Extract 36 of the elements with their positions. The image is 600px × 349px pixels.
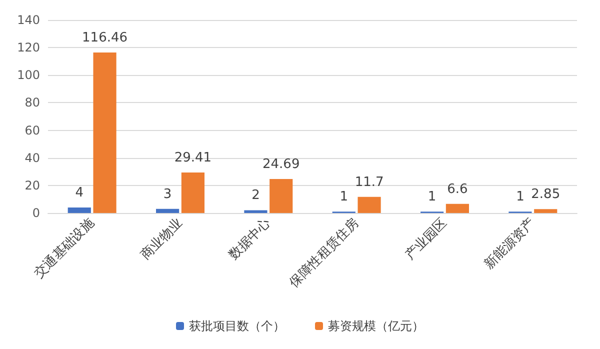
y-tick-label: 140 — [17, 13, 40, 27]
data-label: 29.41 — [174, 150, 212, 166]
y-tick-label: 120 — [17, 40, 40, 55]
bar — [181, 172, 204, 213]
data-label: 24.69 — [262, 156, 300, 172]
data-label: 2.85 — [531, 187, 560, 202]
bar — [68, 207, 91, 213]
x-tick-label: 产业园区 — [402, 216, 450, 264]
bar — [534, 209, 558, 213]
x-tick-label: 新能源资产 — [482, 216, 538, 272]
legend-label: 募资规模（亿元） — [328, 319, 424, 333]
y-tick-label: 80 — [24, 96, 40, 110]
bar — [358, 196, 381, 213]
data-label: 1 — [516, 190, 524, 205]
x-tick-label: 数据中心 — [226, 214, 274, 264]
bar — [156, 208, 180, 213]
data-label: 11.7 — [354, 174, 384, 190]
bar — [244, 210, 268, 213]
y-tick-label: 60 — [24, 123, 40, 138]
data-label: 1 — [428, 190, 436, 205]
data-label: 2 — [252, 188, 260, 204]
x-tick-label: 保障性租赁住房 — [286, 214, 362, 291]
y-tick-label: 40 — [24, 150, 40, 165]
bar — [270, 178, 293, 213]
y-tick-label: 20 — [24, 178, 40, 192]
data-label: 1 — [340, 190, 348, 205]
data-label: 6.6 — [447, 182, 468, 197]
data-label: 3 — [163, 186, 172, 202]
bar — [446, 204, 469, 213]
y-tick-label: 100 — [17, 68, 40, 82]
legend-label: 获批项目数（个） — [189, 319, 285, 333]
x-tick-label: 商业物业 — [138, 216, 186, 264]
data-label: 4 — [75, 185, 84, 200]
y-tick-label: 0 — [32, 206, 40, 220]
data-label: 116.46 — [82, 30, 128, 46]
bar — [93, 52, 116, 213]
